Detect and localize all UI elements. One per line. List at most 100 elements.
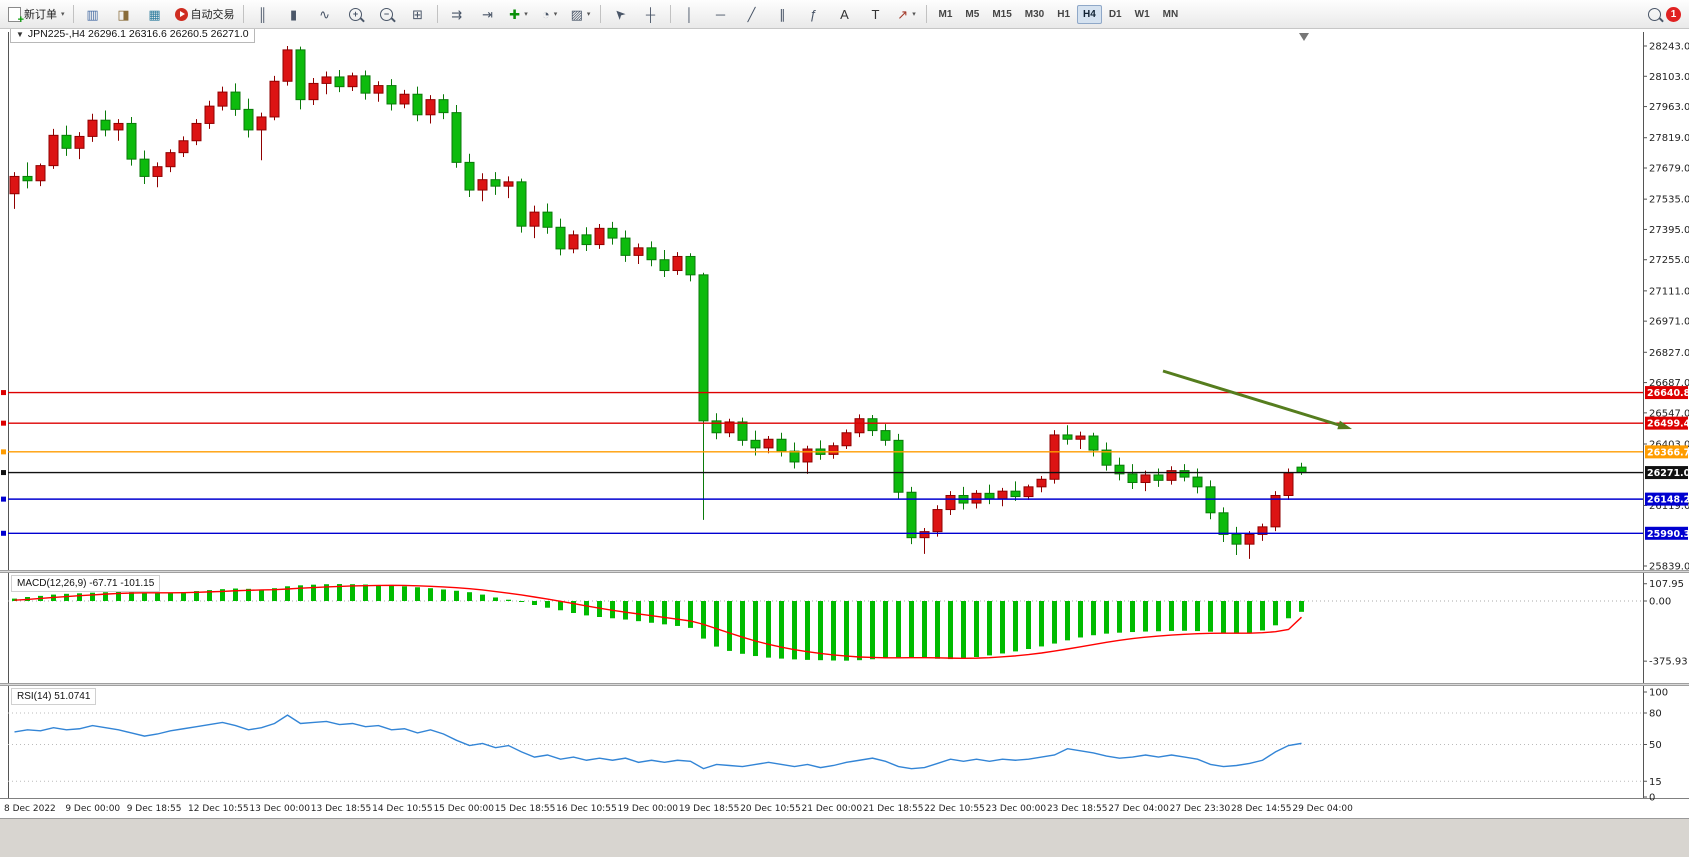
chart-menu-arrow-icon[interactable]: ▼ xyxy=(16,30,24,39)
bar-chart-icon: ║ xyxy=(257,6,268,22)
autotrading-button[interactable]: 自动交易 xyxy=(171,2,239,26)
panel-separator-macd-rsi[interactable] xyxy=(0,683,1689,686)
chart-shift-marker[interactable] xyxy=(1299,33,1309,41)
timeframe-m1-button[interactable]: M1 xyxy=(938,8,953,20)
channel-icon: ∥ xyxy=(779,6,786,22)
profiles-button[interactable]: ◨ xyxy=(109,2,139,26)
macd-histogram-bar xyxy=(1078,601,1083,638)
text-label-icon: T xyxy=(871,6,880,22)
macd-histogram-bar xyxy=(259,589,264,601)
candle xyxy=(1231,533,1242,545)
line-chart-icon: ∿ xyxy=(319,6,330,22)
text-button[interactable]: A xyxy=(830,2,860,26)
indicators-button[interactable]: ✚ ▾ xyxy=(504,2,534,26)
timeframe-h1-button[interactable]: H1 xyxy=(1057,8,1071,20)
crosshair-button[interactable]: ┼ xyxy=(636,2,666,26)
timeframe-w1-button[interactable]: W1 xyxy=(1134,8,1150,20)
templates-icon: ▨ xyxy=(570,6,583,22)
macd-histogram-bar xyxy=(467,592,472,601)
toolbar-separator xyxy=(72,5,74,23)
trend-arrow-head xyxy=(1337,420,1352,430)
new-order-button[interactable]: 新订单 ▾ xyxy=(4,2,69,26)
bar-chart-button[interactable]: ║ xyxy=(248,2,278,26)
timeframe-h4-button[interactable]: H4 xyxy=(1077,4,1102,24)
search-icon[interactable] xyxy=(1648,7,1661,21)
macd-histogram-bar xyxy=(545,601,550,608)
macd-histogram-bar xyxy=(987,601,992,656)
candle xyxy=(906,491,917,539)
candle xyxy=(698,274,709,422)
macd-histogram-bar xyxy=(194,591,199,601)
macd-histogram-bar xyxy=(480,594,485,601)
candle xyxy=(399,93,410,105)
macd-histogram-bar xyxy=(766,601,771,658)
time-axis-label: 27 Dec 04:00 xyxy=(1108,804,1169,814)
macd-histogram-bar xyxy=(675,601,680,626)
auto-scroll-button[interactable]: ⇉ xyxy=(442,2,472,26)
templates-button[interactable]: ▨ ▾ xyxy=(566,2,596,26)
periods-button[interactable]: ◔ ▾ xyxy=(535,2,565,26)
macd-histogram-bar xyxy=(714,601,719,647)
macd-histogram-bar xyxy=(402,586,407,601)
candle xyxy=(893,439,904,493)
horizontal-line-button[interactable]: ─ xyxy=(706,2,736,26)
dropdown-arrow-icon: ▾ xyxy=(553,11,558,18)
macd-histogram-bar xyxy=(1039,601,1044,647)
zoom-in-button[interactable]: + xyxy=(341,2,371,26)
macd-indicator-label: MACD(12,26,9) -67.71 -101.15 xyxy=(11,575,161,592)
candle xyxy=(295,49,306,101)
candle xyxy=(334,76,345,88)
zoom-out-button[interactable]: − xyxy=(372,2,402,26)
candle xyxy=(1296,466,1307,474)
candle xyxy=(841,432,852,447)
macd-histogram-bar xyxy=(1234,601,1239,634)
chart-shift-button[interactable]: ⇥ xyxy=(473,2,503,26)
candle xyxy=(1075,435,1086,440)
indicators-icon: ✚ xyxy=(509,6,521,22)
symbol-ohlc-box: ▼ JPN225-,H4 26296.1 26316.6 26260.5 2627… xyxy=(10,26,255,43)
price-tag-label: 26366.7 xyxy=(1647,447,1689,458)
time-axis-label: 9 Dec 00:00 xyxy=(65,804,120,814)
fibonacci-button[interactable]: ƒ xyxy=(799,2,829,26)
time-axis-label: 21 Dec 18:55 xyxy=(863,804,924,814)
timeframe-mn-button[interactable]: MN xyxy=(1162,8,1179,20)
macd-histogram-bar xyxy=(1026,601,1031,649)
candle xyxy=(1218,512,1229,535)
arrow-objects-button[interactable]: ↗ ▾ xyxy=(892,2,922,26)
candle xyxy=(1101,449,1112,466)
market-depth-button[interactable]: ▦ xyxy=(140,2,170,26)
candlestick-chart-icon: ▮ xyxy=(289,6,298,22)
channel-button[interactable]: ∥ xyxy=(768,2,798,26)
candle xyxy=(438,99,449,114)
cursor-button[interactable]: ➤ xyxy=(605,2,635,26)
line-chart-button[interactable]: ∿ xyxy=(310,2,340,26)
time-axis-label: 13 Dec 18:55 xyxy=(311,804,372,814)
time-axis-label: 23 Dec 18:55 xyxy=(1047,804,1108,814)
timeframe-m30-button[interactable]: M30 xyxy=(1024,8,1045,20)
panel-separator-main-macd[interactable] xyxy=(0,570,1689,573)
trendline-button[interactable]: ╱ xyxy=(737,2,767,26)
charts-button[interactable]: ▥ xyxy=(78,2,108,26)
macd-histogram-bar xyxy=(831,601,836,661)
timeframe-m15-button[interactable]: M15 xyxy=(992,8,1012,20)
price-tag-label: 26640.8 xyxy=(1647,388,1689,399)
candle xyxy=(919,531,930,539)
tile-windows-button[interactable]: ⊞ xyxy=(403,2,433,26)
notification-badge[interactable]: 1 xyxy=(1666,6,1681,22)
trend-arrow-annotation[interactable] xyxy=(1162,369,1340,427)
time-axis-label: 21 Dec 00:00 xyxy=(802,804,863,814)
price-axis-label: 26687.0 xyxy=(1649,378,1689,389)
dropdown-arrow-icon: ▾ xyxy=(524,11,528,18)
timeframe-m5-button[interactable]: M5 xyxy=(965,8,980,20)
macd-histogram-bar xyxy=(77,593,82,601)
candle xyxy=(555,226,566,250)
text-label-button[interactable]: T xyxy=(861,2,891,26)
macd-signal-line xyxy=(14,584,1302,659)
candle xyxy=(1088,435,1099,451)
candle-chart-button[interactable]: ▮ xyxy=(279,2,309,26)
timeframe-d1-button[interactable]: D1 xyxy=(1108,8,1122,20)
candle xyxy=(347,75,358,88)
macd-histogram-bar xyxy=(948,601,953,660)
vertical-line-button[interactable]: │ xyxy=(675,2,705,26)
